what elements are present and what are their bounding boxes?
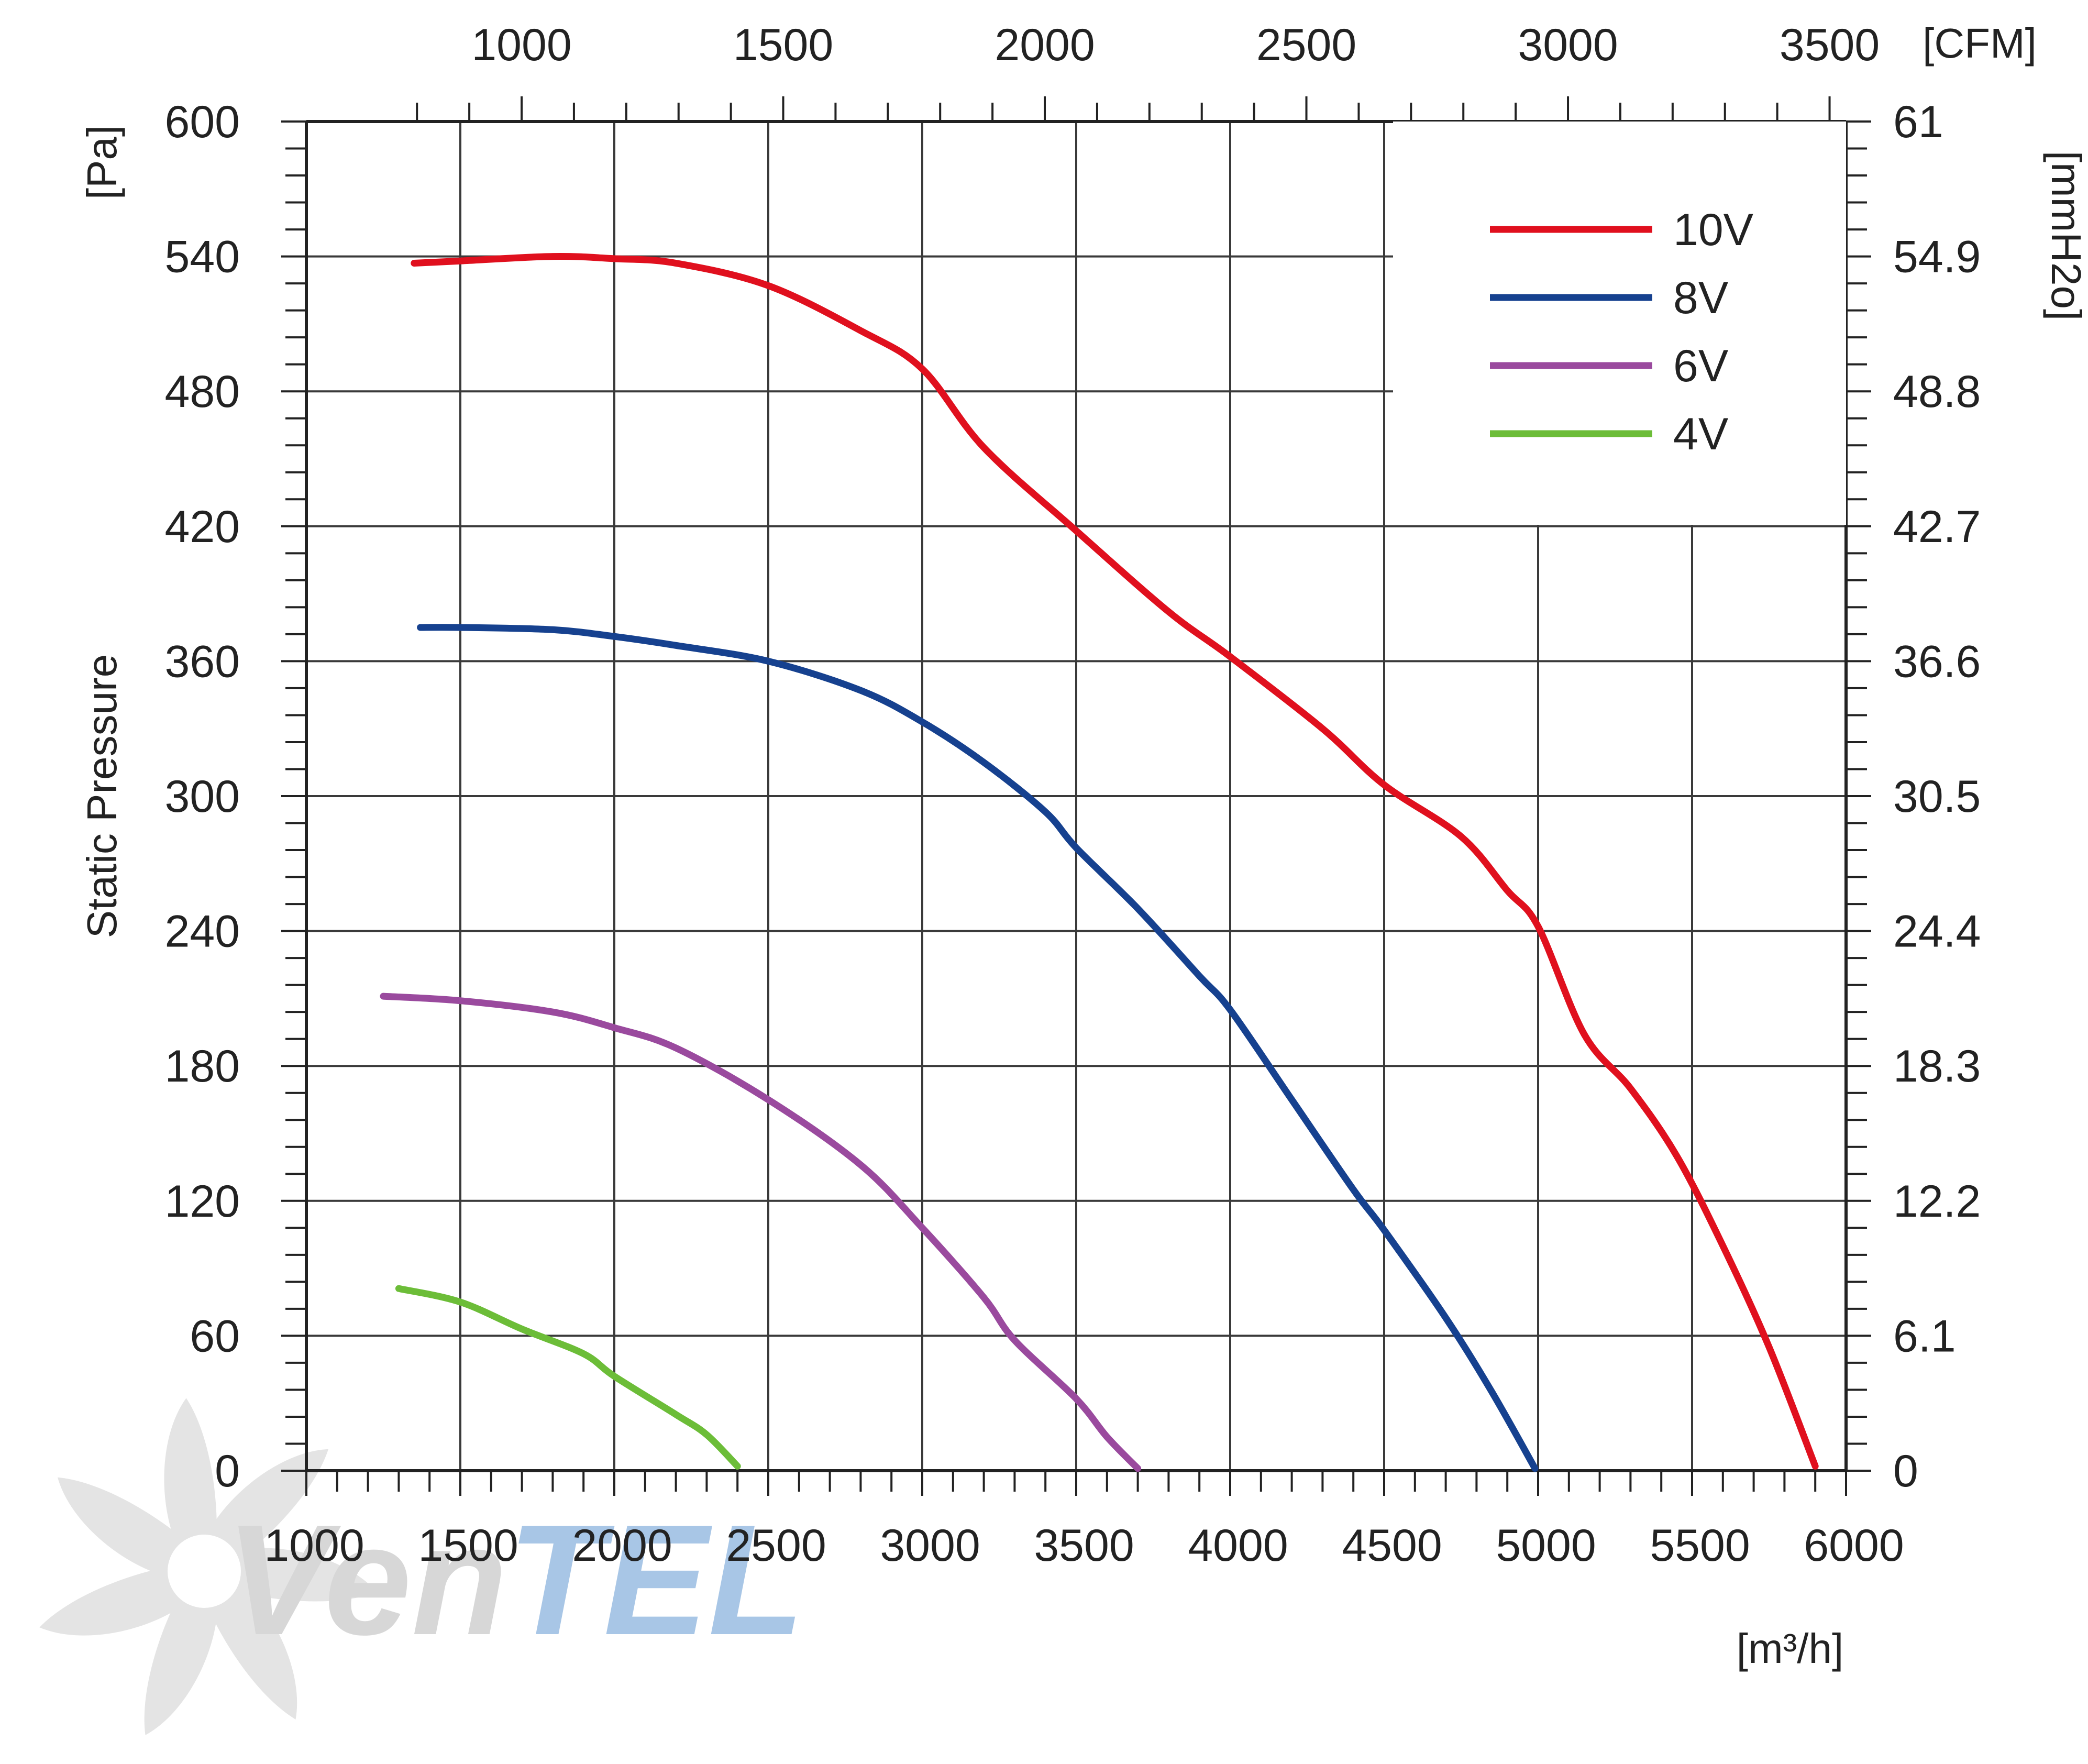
x-tick-label-top: 2000 — [995, 20, 1095, 70]
x-tick-label-top: 1000 — [471, 20, 571, 70]
x-tick-label-bottom: 1000 — [264, 1520, 364, 1571]
y-tick-label-left: 540 — [165, 232, 240, 282]
y-tick-labels-right: 0 6.1 12.2 18.3 24.4 30.5 36.6 42.7 48.8 54.9 61 — [1893, 97, 1981, 1496]
x-unit-bottom: [m³/h] — [1737, 1625, 1843, 1672]
x-tick-label-bottom: 5500 — [1650, 1520, 1750, 1571]
x-tick-labels-bottom: 1000 1500 2000 2500 3000 3500 4000 4500 5000 5500… — [264, 1520, 1904, 1571]
brand-watermark-accent: TEL — [507, 1492, 804, 1668]
y-tick-label-left: 180 — [165, 1041, 240, 1092]
y-tick-label-left: 360 — [165, 636, 240, 687]
y-tick-label-right: 61 — [1893, 97, 1943, 147]
series-line-8v — [417, 624, 1539, 1472]
brand-watermark: VenTEL — [39, 1398, 804, 1735]
fan-blade-shape — [164, 1398, 217, 1574]
x-tick-label-bottom: 1500 — [418, 1520, 518, 1571]
fan-blade-shape — [144, 1569, 218, 1735]
x-tick-label-bottom: 6000 — [1804, 1520, 1904, 1571]
series-line-6v — [380, 993, 1142, 1472]
data-series — [380, 252, 1819, 1472]
y-tick-label-left: 480 — [165, 367, 240, 417]
y-tick-label-right: 30.5 — [1893, 771, 1981, 822]
brand-watermark-text: VenTEL — [225, 1492, 804, 1668]
x-unit-top: [CFM] — [1923, 20, 2037, 67]
legend: 10V 8V 6V 4V — [1393, 122, 1846, 525]
x-tick-label-bottom: 3000 — [880, 1520, 980, 1571]
fan-blade-shape — [58, 1477, 209, 1581]
y-tick-label-right: 36.6 — [1893, 636, 1981, 687]
x-tick-label-bottom: 2000 — [572, 1520, 672, 1571]
x-tick-label-top: 2500 — [1256, 20, 1356, 70]
y-tick-label-right: 6.1 — [1893, 1311, 1956, 1361]
x-tick-label-bottom: 3500 — [1034, 1520, 1134, 1571]
y-tick-label-right: 54.9 — [1893, 232, 1981, 282]
fan-hub-shape — [168, 1535, 241, 1608]
y-tick-label-left: 300 — [165, 771, 240, 822]
x-tick-label-bottom: 2500 — [726, 1520, 826, 1571]
legend-label-8v: 8V — [1673, 273, 1728, 323]
legend-label-10v: 10V — [1673, 205, 1753, 255]
y-unit-right: [mmH2o] — [2043, 151, 2088, 321]
series-line-4v — [395, 1285, 741, 1470]
brand-watermark-main: Ven — [225, 1492, 507, 1668]
legend-label-4v: 4V — [1673, 409, 1728, 459]
x-tick-label-bottom: 5000 — [1496, 1520, 1596, 1571]
y-tick-label-left: 120 — [165, 1176, 240, 1227]
x-tick-label-top: 1500 — [733, 20, 833, 70]
x-tick-label-bottom: 4000 — [1188, 1520, 1288, 1571]
x-tick-label-top: 3500 — [1780, 20, 1880, 70]
y-unit-left: [Pa] — [79, 125, 125, 200]
y-tick-label-left: 420 — [165, 502, 240, 552]
axis-ticks — [281, 96, 1871, 1496]
y-tick-label-right: 0 — [1893, 1446, 1918, 1496]
series-line-10v — [411, 252, 1819, 1470]
fan-blade-shape — [39, 1561, 209, 1636]
y-tick-label-right: 48.8 — [1893, 367, 1981, 417]
y-tick-label-left: 0 — [215, 1446, 240, 1496]
legend-background — [1393, 122, 1846, 525]
x-tick-labels-top: 1000 1500 2000 2500 3000 3500 — [471, 20, 1880, 70]
y-tick-labels-left: 0 60 120 180 240 300 360 420 480 540 600 — [165, 97, 240, 1496]
y-axis-title: Static Pressure — [79, 654, 125, 938]
legend-label-6v: 6V — [1673, 341, 1728, 391]
x-tick-label-top: 3000 — [1518, 20, 1618, 70]
y-tick-label-left: 240 — [165, 907, 240, 957]
fan-blade-shape — [204, 1548, 377, 1602]
y-tick-label-right: 18.3 — [1893, 1041, 1981, 1092]
x-tick-label-bottom: 4500 — [1342, 1520, 1442, 1571]
y-tick-label-left: 600 — [165, 97, 240, 147]
y-tick-label-right: 24.4 — [1893, 907, 1981, 957]
y-tick-label-right: 12.2 — [1893, 1176, 1981, 1227]
y-tick-label-right: 42.7 — [1893, 502, 1981, 552]
y-tick-label-left: 60 — [190, 1311, 240, 1361]
